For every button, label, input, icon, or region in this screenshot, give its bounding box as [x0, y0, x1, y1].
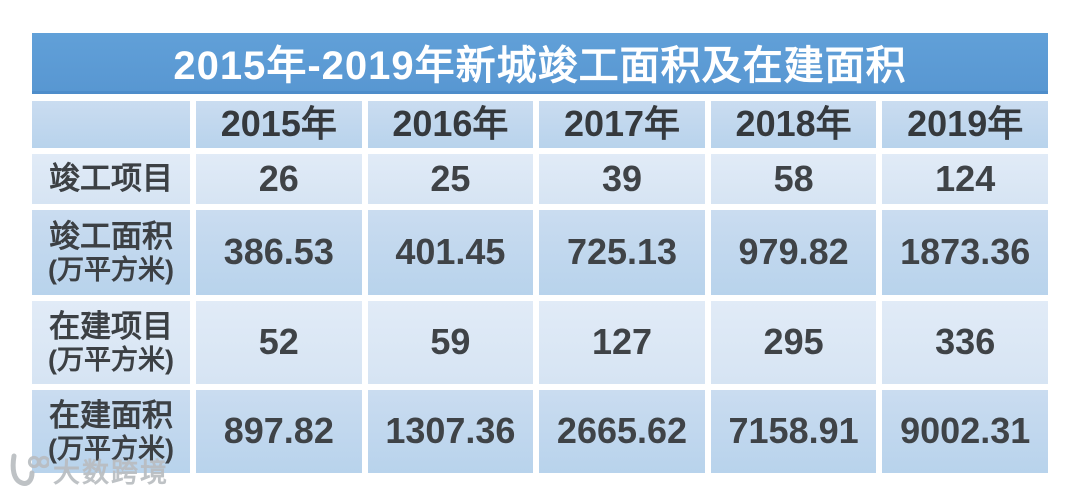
column-header-2019: 2019年 [882, 101, 1048, 148]
row-label-completed-projects: 竣工项目 [32, 154, 190, 204]
table-corner-cell [32, 101, 190, 148]
table-cell: 1873.36 [882, 210, 1048, 295]
table-cell: 401.45 [367, 210, 534, 295]
row-label-underconstruction-projects: 在建项目 (万平方米) [32, 301, 190, 384]
row-label-underconstruction-area: 在建面积 (万平方米) [32, 390, 190, 473]
table-cell: 127 [539, 301, 705, 384]
data-table: 2015年 2016年 2017年 2018年 2019年 竣工项目 26 25… [32, 101, 1048, 473]
table-cell: 52 [196, 301, 362, 384]
watermark-logo-icon [10, 453, 49, 486]
watermark-text: 大数跨境 [53, 458, 169, 488]
table-cell: 725.13 [539, 210, 705, 295]
row-label-text: 竣工面积 [49, 219, 173, 255]
table-cell: 39 [539, 154, 705, 204]
column-header-2015: 2015年 [196, 101, 362, 148]
row-label-unit: (万平方米) [48, 254, 174, 285]
row-label-unit: (万平方米) [48, 433, 174, 464]
row-label-text: 在建面积 [49, 398, 173, 434]
column-header-2018: 2018年 [710, 101, 877, 148]
table-title-bar: 2015年-2019年新城竣工面积及在建面积 [32, 33, 1048, 94]
table-cell: 1307.36 [367, 390, 534, 473]
table-cell: 7158.91 [710, 390, 877, 473]
row-label-text: 在建项目 [49, 309, 173, 345]
column-header-2016: 2016年 [367, 101, 534, 148]
table-cell: 336 [882, 301, 1048, 384]
watermark: 大数跨境 [5, 451, 169, 490]
table-cell: 979.82 [710, 210, 877, 295]
table-cell: 386.53 [196, 210, 362, 295]
table-cell: 295 [710, 301, 877, 384]
row-label-unit: (万平方米) [48, 344, 174, 375]
row-label-completed-area: 竣工面积 (万平方米) [32, 210, 190, 295]
row-label-text: 竣工项目 [49, 160, 173, 196]
table-cell: 58 [710, 154, 877, 204]
table-cell: 2665.62 [539, 390, 705, 473]
table-title: 2015年-2019年新城竣工面积及在建面积 [173, 44, 907, 88]
table-cell: 26 [196, 154, 362, 204]
table-cell: 124 [882, 154, 1048, 204]
column-header-2017: 2017年 [539, 101, 705, 148]
table-cell: 59 [367, 301, 534, 384]
table-cell: 9002.31 [882, 390, 1048, 473]
table-cell: 897.82 [196, 390, 362, 473]
table-container: 2015年-2019年新城竣工面积及在建面积 2015年 2016年 2017年… [32, 33, 1048, 473]
table-cell: 25 [367, 154, 534, 204]
